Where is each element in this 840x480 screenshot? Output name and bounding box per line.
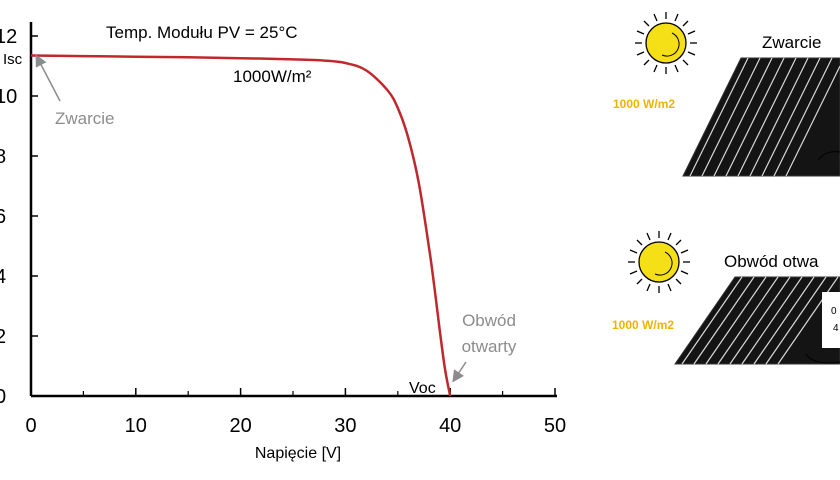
panel-short-circuit: 1000 W/m2 Zwarcie <box>613 12 840 177</box>
y-tick-label: 6 <box>0 206 6 228</box>
sun-icon <box>635 12 697 74</box>
x-axis-label: Napięcie [V] <box>255 445 341 462</box>
y-tick-label: 8 <box>0 146 6 168</box>
irradiance-label-top: 1000 W/m2 <box>613 97 675 111</box>
panel-open-circuit: 1000 W/m2 Obwód otwa 0 4 <box>612 231 840 365</box>
y-tick-label: 10 <box>0 86 17 108</box>
sun-icon <box>628 231 690 293</box>
y-axis-ticks: 0 2 4 6 8 10 12 <box>0 26 38 408</box>
y-tick-label: 12 <box>0 26 17 48</box>
pv-lead-top <box>817 151 840 161</box>
iv-curve-1000w <box>30 54 452 397</box>
y-tick-label: 4 <box>0 266 6 288</box>
meter-box <box>822 292 840 348</box>
x-tick-label: 10 <box>125 415 147 437</box>
isc-label: Isc <box>3 51 23 68</box>
series-label-1000w: 1000W/m² <box>233 67 312 86</box>
panel-title-obwod-otwarty: Obwód otwa <box>724 252 819 271</box>
x-axis-ticks: 0 10 20 30 40 50 <box>25 388 566 437</box>
pv-cell-lines-bottom <box>681 276 839 365</box>
isc-arrow <box>35 54 61 102</box>
y-tick-label: 0 <box>0 386 6 408</box>
x-tick-label: 0 <box>25 415 36 437</box>
irradiance-label-bottom: 1000 W/m2 <box>612 318 674 332</box>
pv-lead-bottom <box>805 353 840 364</box>
x-tick-label: 40 <box>439 415 461 437</box>
meter-reading-line1: 0 <box>831 306 837 317</box>
pv-module-top <box>682 57 840 177</box>
meter-reading-line2: 4 <box>833 323 839 334</box>
pv-cell-lines-top <box>689 57 840 177</box>
chart-title: Temp. Modułu PV = 25°C <box>106 23 298 42</box>
voc-label: Voc <box>409 380 436 397</box>
voc-annotation-otwarty: otwarty <box>462 337 517 356</box>
x-tick-label: 50 <box>544 415 566 437</box>
panel-title-zwarcie: Zwarcie <box>762 33 822 52</box>
iv-chart: 0 2 4 6 8 10 12 0 10 20 30 40 50 Temp. Modułu PV = … <box>0 22 566 462</box>
y-tick-label: 2 <box>0 326 6 348</box>
x-tick-label: 30 <box>334 415 356 437</box>
voc-arrow <box>452 361 467 383</box>
x-tick-label: 20 <box>229 415 251 437</box>
voc-annotation-obwod: Obwód <box>462 311 516 330</box>
isc-annotation-zwarcie: Zwarcie <box>55 109 115 128</box>
